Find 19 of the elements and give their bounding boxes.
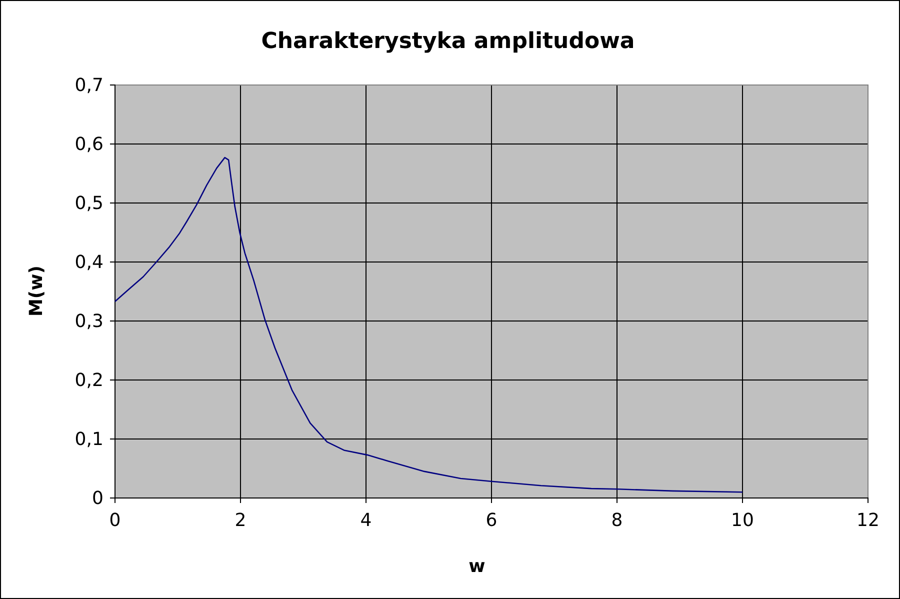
y-tick-label: 0,5: [74, 192, 104, 214]
x-tick-label: 2: [234, 510, 246, 531]
y-tick-label: 0,2: [74, 370, 104, 391]
x-tick-label: 4: [360, 510, 372, 531]
y-tick-label: 0,3: [74, 310, 104, 332]
x-axis-title: w: [468, 556, 486, 577]
y-tick-label: 0,4: [74, 252, 104, 273]
y-tick-label: 0,6: [74, 134, 104, 155]
y-tick-label: 0: [92, 488, 104, 509]
x-tick-label: 8: [611, 510, 623, 531]
y-tick-label: 0,1: [74, 428, 104, 450]
y-axis-title: M(w): [26, 266, 47, 316]
y-tick-label: 0,7: [74, 74, 104, 96]
chart-title: Charakterystyka amplitudowa: [261, 29, 635, 54]
x-tick-label: 0: [109, 510, 121, 531]
line-series: [114, 156, 744, 493]
x-tick-label: 10: [731, 510, 754, 531]
x-tick-label: 12: [856, 510, 880, 531]
x-tick-label: 6: [486, 510, 498, 531]
